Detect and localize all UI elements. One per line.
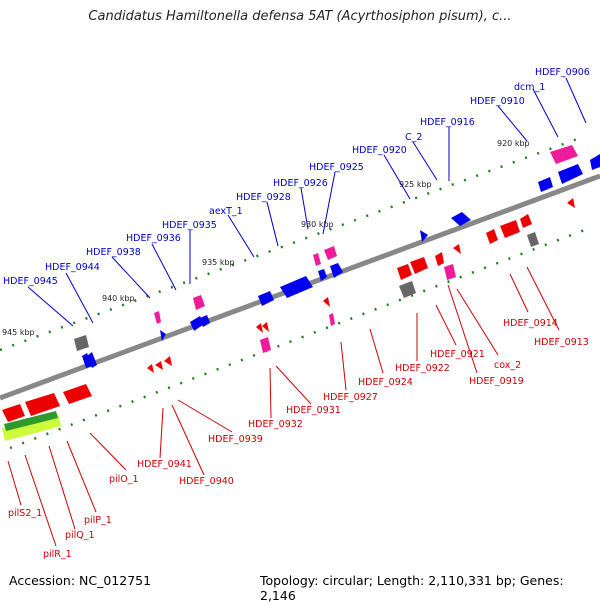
gene-feature (590, 154, 600, 170)
gene-feature (435, 252, 444, 266)
gene-feature (2, 404, 25, 422)
gene-feature (550, 145, 578, 164)
gene-label[interactable]: HDEF_0931 (286, 405, 341, 416)
gene-label[interactable]: pilR_1 (43, 549, 72, 560)
gene-feature (397, 264, 412, 280)
gene-feature (258, 291, 274, 306)
gene-feature (410, 257, 428, 274)
gene-feature[interactable] (4, 411, 58, 431)
gene-label[interactable]: cox_2 (494, 360, 521, 371)
gene-feature (486, 229, 498, 244)
gene-feature (567, 198, 575, 208)
gene-label[interactable]: pilO_1 (109, 474, 139, 485)
gene-feature (329, 313, 335, 326)
topology-label: Topology: circular; Length: 2,110,331 bp… (260, 573, 564, 603)
gene-label[interactable]: HDEF_0913 (534, 337, 589, 348)
gene-label[interactable]: HDEF_0919 (469, 376, 524, 387)
gene-feature (527, 232, 539, 247)
outer-tick-row (0, 136, 581, 352)
ruler-label-920: 920 kbp (497, 139, 530, 148)
gene-feature (520, 214, 532, 228)
gene-feature (330, 263, 343, 278)
gene-label[interactable]: HDEF_0941 (137, 459, 192, 470)
forward-label-leaders (27, 77, 587, 327)
gene-feature (147, 364, 154, 373)
gene-feature (500, 220, 520, 238)
gene-feature (164, 356, 172, 366)
ruler-label-935: 935 kbp (202, 258, 235, 267)
gene-feature (260, 337, 271, 353)
gene-feature (313, 253, 321, 266)
gene-feature (160, 330, 166, 341)
gene-feature (262, 322, 269, 332)
gene-label[interactable]: HDEF_0925 (309, 162, 364, 173)
gene-feature (193, 295, 205, 310)
gene-feature (74, 335, 89, 351)
gene-feature (25, 393, 60, 416)
forward-features[interactable] (82, 154, 600, 368)
map-title: Candidatus Hamiltonella defensa 5AT (Acy… (88, 9, 512, 24)
gene-label[interactable]: HDEF_0932 (248, 419, 303, 430)
gene-label[interactable]: pilQ_1 (65, 530, 95, 541)
gene-feature (538, 177, 553, 192)
gene-label[interactable]: HDEF_0926 (273, 178, 328, 189)
gene-feature (318, 269, 327, 281)
gene-label[interactable]: HDEF_0928 (236, 192, 291, 203)
gene-label[interactable]: pilP_1 (84, 515, 112, 526)
reverse-label-leaders (7, 266, 560, 547)
ruler-label-945: 945 kbp (2, 328, 35, 337)
gene-feature (558, 164, 583, 184)
gene-feature (200, 315, 210, 327)
pink-features[interactable] (154, 145, 578, 353)
gene-feature (444, 264, 456, 280)
gene-label[interactable]: HDEF_0914 (503, 318, 558, 329)
gene-label[interactable]: pilS2_1 (8, 508, 42, 519)
gene-label[interactable]: HDEF_0940 (179, 476, 234, 487)
gene-feature (451, 212, 471, 226)
ruler-label-930: 930 kbp (301, 220, 334, 229)
gene-feature (453, 244, 461, 254)
gene-feature (323, 297, 330, 307)
gene-feature (324, 246, 337, 260)
gene-label[interactable]: HDEF_0916 (420, 117, 475, 128)
ruler-label-925: 925 kbp (399, 180, 432, 189)
gene-feature (82, 353, 92, 368)
gene-label[interactable]: HDEF_0921 (430, 349, 485, 360)
gene-feature (280, 276, 313, 298)
gene-label[interactable]: C_2 (405, 132, 422, 143)
gene-label[interactable]: HDEF_0935 (162, 220, 217, 231)
accession-label: Accession: NC_012751 (9, 573, 152, 588)
gene-label[interactable]: HDEF_0945 (3, 276, 58, 287)
gene-label[interactable]: HDEF_0924 (358, 377, 413, 388)
gene-label[interactable]: aexT_1 (209, 206, 243, 217)
gene-feature (87, 352, 97, 368)
reverse-features[interactable] (2, 198, 575, 422)
gene-label[interactable]: HDEF_0910 (470, 96, 525, 107)
gene-feature (399, 281, 416, 298)
grey-features[interactable] (74, 232, 539, 351)
gene-label[interactable]: HDEF_0938 (86, 247, 141, 258)
gene-label[interactable]: HDEF_0906 (535, 67, 590, 78)
gene-label[interactable]: HDEF_0927 (323, 392, 378, 403)
gene-feature (154, 311, 161, 324)
gene-feature (420, 230, 428, 242)
gene-feature (256, 323, 263, 333)
gene-feature (63, 384, 92, 404)
gene-label[interactable]: HDEF_0922 (395, 363, 450, 374)
ruler-label-940: 940 kbp (102, 294, 135, 303)
gene-feature (190, 316, 204, 331)
gene-label[interactable]: HDEF_0939 (208, 434, 263, 445)
gene-label[interactable]: HDEF_0944 (45, 262, 100, 273)
gene-label[interactable]: HDEF_0936 (126, 233, 181, 244)
gene-label[interactable]: HDEF_0920 (352, 145, 407, 156)
gene-label[interactable]: dcm_1 (514, 82, 545, 93)
gene-feature (155, 361, 163, 370)
